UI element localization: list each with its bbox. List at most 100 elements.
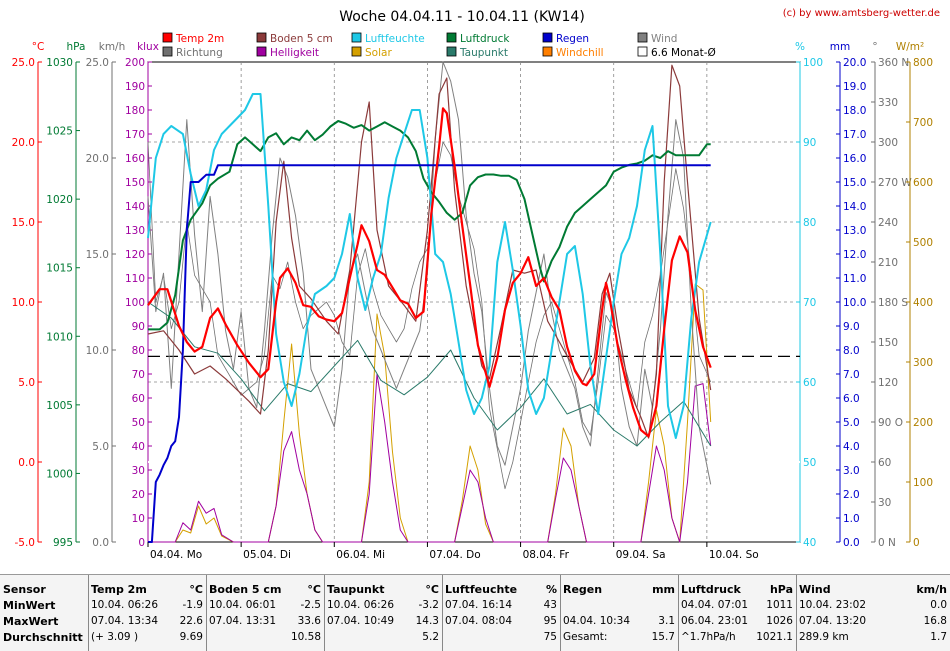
legend-swatch-regen — [542, 32, 553, 43]
x-axis-labels: 04.04. Mo 05.04. Di 06.04. Mi 07.04. Do 08.0… — [147, 542, 759, 561]
light-axis-tick-label: 200 — [125, 57, 145, 69]
light-axis-tick-label: 160 — [125, 153, 145, 165]
temp-axis-tick-label: 25.0 — [12, 57, 35, 69]
series-regen — [148, 164, 711, 543]
light-axis-tick-label: 120 — [125, 249, 145, 261]
stats-row-value: 1.7 — [930, 631, 947, 643]
stats-col-header: Regen mm — [563, 583, 675, 598]
legend-label-helligkeit: Helligkeit — [270, 47, 319, 59]
light-axis-tick-label: 150 — [125, 177, 145, 189]
wind-axis-unit: km/h — [99, 41, 126, 53]
stats-col-unit: mm — [652, 583, 675, 596]
legend-swatch-luftdruck — [446, 32, 457, 43]
light-axis-tick-label: 90 — [132, 321, 145, 333]
temp-axis-tick-label: 15.0 — [12, 217, 35, 229]
rain-axis-tick-label: 2.0 — [843, 489, 860, 501]
day-label: 07.04. Do — [429, 549, 480, 561]
direction-axis-tick-label: 90 O — [878, 417, 903, 429]
stats-col-title: Luftfeuchte — [445, 583, 518, 596]
rain-axis-tick-label: 4.0 — [843, 441, 860, 453]
humidity-axis-tick-label: 90 — [803, 137, 816, 149]
humidity-axis-tick-label: 40 — [803, 537, 816, 549]
day-label: 10.04. So — [709, 549, 759, 561]
stats-col-wind: Wind km/h 10.04. 23:02 0.0 07.04. 13:20 16.8 2… — [796, 575, 950, 651]
stats-row-when: 10.04. 06:26 — [91, 599, 158, 611]
humidity-axis-tick-label: 80 — [803, 217, 816, 229]
temp-axis-unit: °C — [32, 41, 45, 53]
stats-col-header: Boden 5 cm °C — [209, 583, 321, 598]
pressure-axis-tick-label: 1020 — [46, 194, 73, 206]
stats-col-header: Wind km/h — [799, 583, 947, 598]
direction-axis-tick-label: 30 — [878, 497, 891, 509]
light-axis-tick-label: 180 — [125, 105, 145, 117]
pressure-axis-tick-label: 1010 — [46, 331, 73, 343]
direction-axis-tick-label: 60 — [878, 457, 891, 469]
legend-label-windchill: Windchill — [556, 47, 604, 59]
stats-row-when: 07.04. 13:20 — [799, 615, 866, 627]
rain-axis-tick-label: 19.0 — [843, 81, 866, 93]
legend-swatch-temp-2m — [162, 32, 173, 43]
stats-row-value: 43 — [543, 599, 557, 611]
light-axis-tick-label: 70 — [132, 369, 145, 381]
direction-axis-tick-label: 150 — [878, 337, 898, 349]
rain-axis-tick-label: 3.0 — [843, 465, 860, 477]
stats-col-regen: Regen mm 04.04. 10:34 3.1 Gesamt: 15.7 — [560, 575, 679, 651]
stats-row-value: -1.9 — [182, 599, 204, 611]
light-axis-tick-label: 50 — [132, 417, 145, 429]
stats-row-when: 07.04. 16:14 — [445, 599, 512, 611]
stats-row-value: 10.58 — [290, 631, 321, 643]
legend-swatch-helligkeit — [256, 46, 267, 57]
stats-row-value: 5.2 — [422, 631, 439, 643]
solar-axis-tick-label: 500 — [913, 237, 933, 249]
rain-axis-tick-label: 0.0 — [843, 537, 860, 549]
stats-row: 10.04. 06:26 -1.9 — [91, 599, 203, 614]
stats-row: 07.04. 13:31 33.6 — [209, 615, 321, 630]
stats-row-value: 15.7 — [651, 631, 675, 643]
stats-row-value: 75 — [543, 631, 557, 643]
stats-row: 07.04. 13:20 16.8 — [799, 615, 947, 630]
rain-axis-tick-label: 13.0 — [843, 225, 866, 237]
stats-col-title: Luftdruck — [681, 583, 741, 596]
stats-row: 07.04. 13:34 22.6 — [91, 615, 203, 630]
stats-row: 06.04. 23:01 1026 — [681, 615, 793, 630]
rain-axis-tick-label: 7.0 — [843, 369, 860, 381]
stats-row-when: 10.04. 23:02 — [799, 599, 866, 611]
chart-series — [147, 61, 800, 543]
stats-col-unit: hPa — [769, 583, 793, 596]
humidity-axis-tick-label: 100 — [803, 57, 823, 69]
site-credit[interactable]: (c) by www.amtsberg-wetter.de — [783, 8, 940, 19]
pressure-axis-unit: hPa — [67, 41, 86, 53]
pressure-axis-tick-label: 1015 — [46, 263, 73, 275]
temp-axis-tick-label: 0.0 — [18, 457, 35, 469]
day-label: 09.04. Sa — [616, 549, 666, 561]
stats-row-value: 1011 — [766, 599, 793, 611]
legend-swatch-wind — [637, 32, 648, 43]
day-label: 08.04. Fr — [523, 549, 570, 561]
stats-row-value: 0.0 — [930, 599, 947, 611]
day-label: 05.04. Di — [243, 549, 291, 561]
direction-axis-tick-label: 300 — [878, 137, 898, 149]
direction-axis-tick-label: 0 N — [878, 537, 896, 549]
temp-axis-tick-label: 10.0 — [12, 297, 35, 309]
stats-col-title: Wind — [799, 583, 831, 596]
wind-axis-tick-label: 20.0 — [86, 153, 109, 165]
direction-axis-tick-label: 240 — [878, 217, 898, 229]
series-helligkeit — [148, 373, 712, 543]
legend-label-6-6-monat-: 6.6 Monat-Ø — [651, 47, 716, 59]
light-axis-tick-label: 40 — [132, 441, 145, 453]
statistics-table: Sensor MinWert MaxWert Durchschnitt Temp… — [0, 574, 950, 651]
direction-axis-tick-label: 210 — [878, 257, 898, 269]
wind-axis-tick-label: 0.0 — [92, 537, 109, 549]
rain-axis-tick-label: 17.0 — [843, 129, 866, 141]
stats-row: 04.04. 07:01 1011 — [681, 599, 793, 614]
solar-axis-tick-label: 200 — [913, 417, 933, 429]
stats-row: 10.58 — [209, 631, 321, 646]
legend-swatch-boden-5-cm — [256, 32, 267, 43]
light-axis-unit: klux — [137, 41, 159, 53]
rain-axis-tick-label: 12.0 — [843, 249, 866, 261]
light-axis-tick-label: 170 — [125, 129, 145, 141]
stats-row: 07.04. 08:04 95 — [445, 615, 557, 630]
stats-row-when: 04.04. 10:34 — [563, 615, 630, 627]
wind-axis-tick-label: 15.0 — [86, 249, 109, 261]
series-taupunkt — [147, 301, 712, 447]
